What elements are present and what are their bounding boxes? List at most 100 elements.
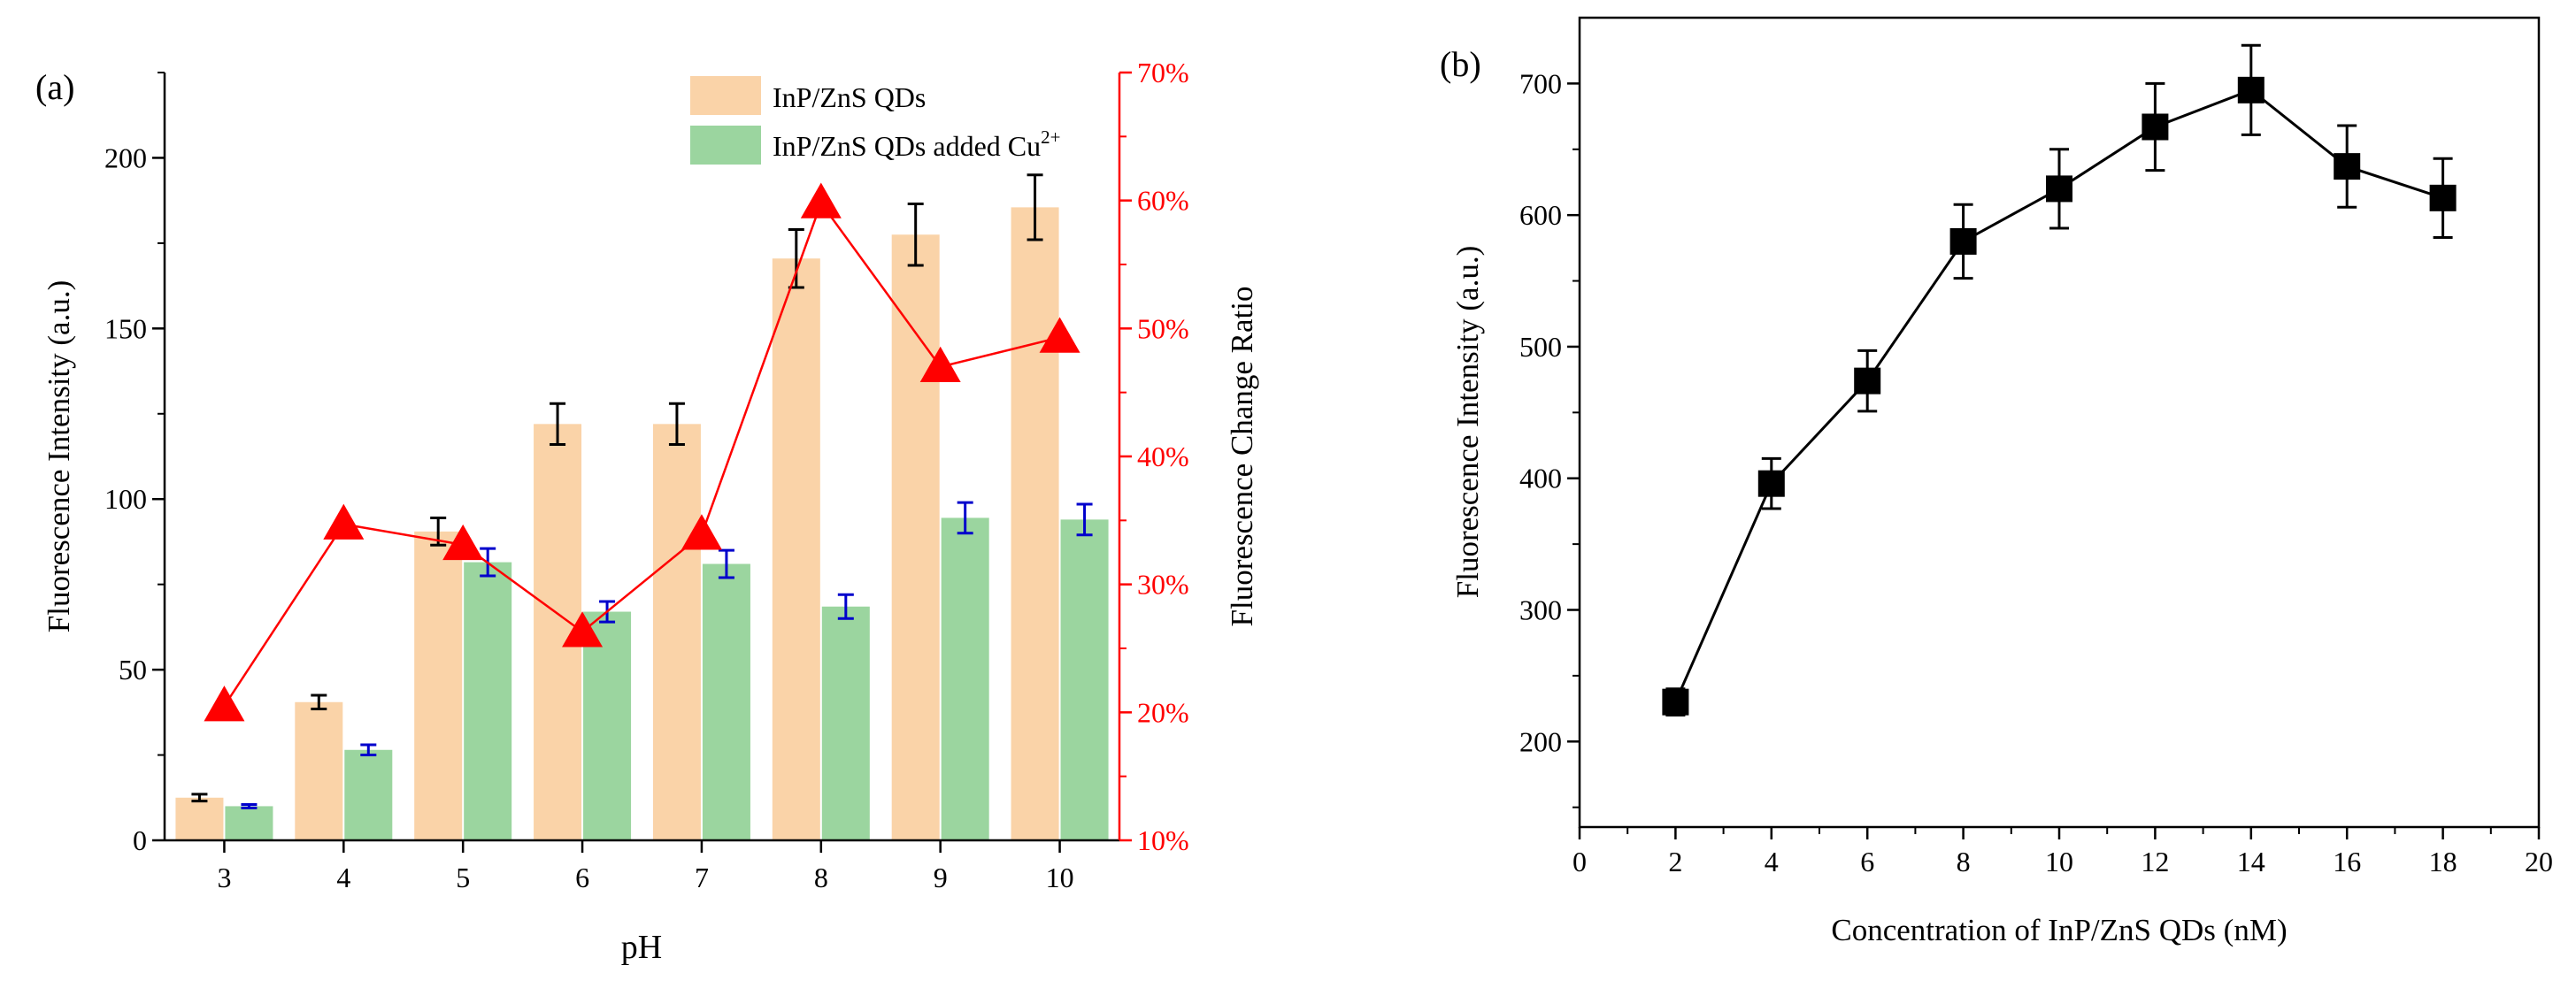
- y-tick-label-50: 50: [119, 654, 147, 686]
- error-bar-qds-6: [550, 402, 566, 446]
- legend-label-qds-cu-text: InP/ZnS QDs added Cu: [773, 130, 1041, 162]
- y-tick-label-100: 100: [104, 483, 147, 515]
- panel-b-y-axis-label: Fluorescence Intensity (a.u.): [1450, 246, 1485, 598]
- y2-tick-label-60: 60%: [1137, 185, 1189, 217]
- bar-qds-8: [772, 258, 820, 840]
- x-tick-label-4: 4: [336, 862, 350, 893]
- y2-tick-label-40: 40%: [1137, 441, 1189, 472]
- b-y-tick-label-500: 500: [1519, 331, 1562, 363]
- legend-label-qds-cu: InP/ZnS QDs added Cu2+: [773, 126, 1060, 162]
- ratio-marker-6: [562, 611, 604, 647]
- x-tick-label-3: 3: [217, 862, 231, 893]
- panel-b: (b) 200 300 400 500 600 700 0 2 4 6 8 10 12 14 16 18 20…: [1440, 16, 2553, 947]
- b-x-tick-label-20: 20: [2525, 846, 2553, 877]
- ratio-line: [223, 200, 1060, 707]
- b-y-tick-label-600: 600: [1519, 199, 1562, 231]
- y2-tick-label-30: 30%: [1137, 569, 1189, 601]
- panel-b-label: (b): [1440, 44, 1481, 84]
- ratio-marker-5: [442, 524, 484, 561]
- panel-a-y2-ticks: 10% 20% 30% 40% 50% 60% 70%: [1119, 57, 1189, 856]
- b-x-tick-label-12: 12: [2141, 846, 2169, 877]
- x-tick-label-9: 9: [934, 862, 948, 893]
- b-x-tick-label-4: 4: [1765, 846, 1779, 877]
- error-bar-qds-cu-7: [718, 548, 734, 579]
- panel-a-ratio-series: [204, 182, 1080, 722]
- y-tick-label-150: 150: [104, 312, 147, 344]
- x-tick-label-5: 5: [456, 862, 470, 893]
- b-y-tick-label-300: 300: [1519, 594, 1562, 626]
- bar-qds-5: [414, 531, 463, 840]
- legend-swatch-qds: [690, 76, 761, 115]
- panel-a-x-axis-label: pH: [621, 929, 662, 966]
- ratio-marker-3: [204, 686, 245, 722]
- panel-a-label: (a): [35, 67, 74, 107]
- bar-qds-cu-9: [941, 517, 989, 840]
- y-tick-label-0: 0: [133, 824, 147, 856]
- bar-qds-10: [1011, 207, 1059, 841]
- error-bar-qds-9: [907, 203, 924, 267]
- panel-b-frame: [1578, 16, 2541, 829]
- bar-qds-cu-4: [344, 749, 393, 840]
- x-tick-label-7: 7: [695, 862, 709, 893]
- error-bar-qds-cu-8: [837, 593, 854, 620]
- ratio-marker-7: [681, 514, 722, 550]
- y2-tick-label-50: 50%: [1137, 312, 1189, 344]
- y2-tick-label-70: 70%: [1137, 57, 1189, 88]
- x-tick-label-6: 6: [575, 862, 589, 893]
- panel-b-y-ticks: 200 300 400 500 600 700: [1519, 67, 1580, 808]
- bar-qds-cu-8: [821, 606, 870, 840]
- b-x-tick-label-10: 10: [2045, 846, 2073, 877]
- b-x-tick-label-8: 8: [1957, 846, 1971, 877]
- error-bar-qds-cu-9: [957, 501, 973, 535]
- b-marker-12: [2142, 113, 2169, 141]
- bar-qds-9: [891, 234, 940, 840]
- panel-b-x-ticks: 0 2 4 6 8 10 12 14 16 18 20: [1573, 827, 2553, 877]
- x-tick-label-10: 10: [1046, 862, 1074, 893]
- error-bar-qds-7: [668, 402, 685, 446]
- legend-label-qds-cu-superscript: 2+: [1041, 126, 1060, 148]
- bar-qds-cu-6: [583, 611, 632, 840]
- b-marker-2: [1662, 688, 1689, 716]
- bar-qds-cu-10: [1060, 519, 1109, 840]
- b-x-tick-label-2: 2: [1668, 846, 1682, 877]
- b-marker-18: [2429, 184, 2457, 211]
- error-bar-qds-cu-3: [241, 802, 258, 809]
- panel-a-error-bars: [191, 173, 1093, 809]
- y-tick-label-200: 200: [104, 142, 147, 173]
- error-bar-qds-4: [311, 693, 327, 710]
- ratio-marker-4: [323, 503, 365, 540]
- panel-b-x-axis-label: Concentration of InP/ZnS QDs (nM): [1831, 913, 2287, 947]
- b-marker-8: [1949, 227, 1977, 255]
- panel-a-bars: [175, 207, 1109, 841]
- ratio-marker-10: [1039, 317, 1080, 353]
- ratio-marker-9: [919, 346, 961, 382]
- y2-tick-label-20: 20%: [1137, 696, 1189, 728]
- bar-qds-cu-3: [225, 806, 273, 840]
- b-y-tick-label-700: 700: [1519, 67, 1562, 99]
- panel-a-y2-axis-label: Fluorescence Change Ratio: [1225, 287, 1259, 627]
- b-marker-14: [2237, 76, 2265, 103]
- legend-label-qds: InP/ZnS QDs: [773, 81, 926, 113]
- y2-tick-label-10: 10%: [1137, 824, 1189, 856]
- panel-a-legend: InP/ZnS QDs InP/ZnS QDs added Cu2+: [690, 76, 1060, 165]
- b-x-tick-label-0: 0: [1573, 846, 1587, 877]
- bar-qds-7: [652, 424, 701, 840]
- b-marker-6: [1854, 367, 1881, 395]
- b-y-tick-label-200: 200: [1519, 725, 1562, 757]
- panel-a-y-axis-label: Fluorescence Intensity (a.u.): [42, 280, 76, 632]
- x-tick-label-8: 8: [814, 862, 828, 893]
- panel-b-series: [1662, 43, 2457, 717]
- panel-a-x-ticks: 3 4 5 6 7 8 9 10: [217, 840, 1074, 893]
- legend-swatch-qds-cu: [690, 126, 761, 165]
- b-x-tick-label-6: 6: [1860, 846, 1874, 877]
- b-marker-16: [2334, 153, 2361, 180]
- panel-a: (a) 0 50 100 150 200 10% 20% 30% 40% 50% 60% 70% 3…: [35, 57, 1259, 966]
- b-x-tick-label-14: 14: [2237, 846, 2265, 877]
- b-y-tick-label-400: 400: [1519, 463, 1562, 494]
- panel-a-y-ticks: 0 50 100 150 200: [104, 72, 165, 856]
- b-x-tick-label-16: 16: [2333, 846, 2361, 877]
- b-x-tick-label-18: 18: [2429, 846, 2457, 877]
- b-marker-4: [1757, 470, 1785, 497]
- bar-qds-cu-7: [702, 563, 750, 840]
